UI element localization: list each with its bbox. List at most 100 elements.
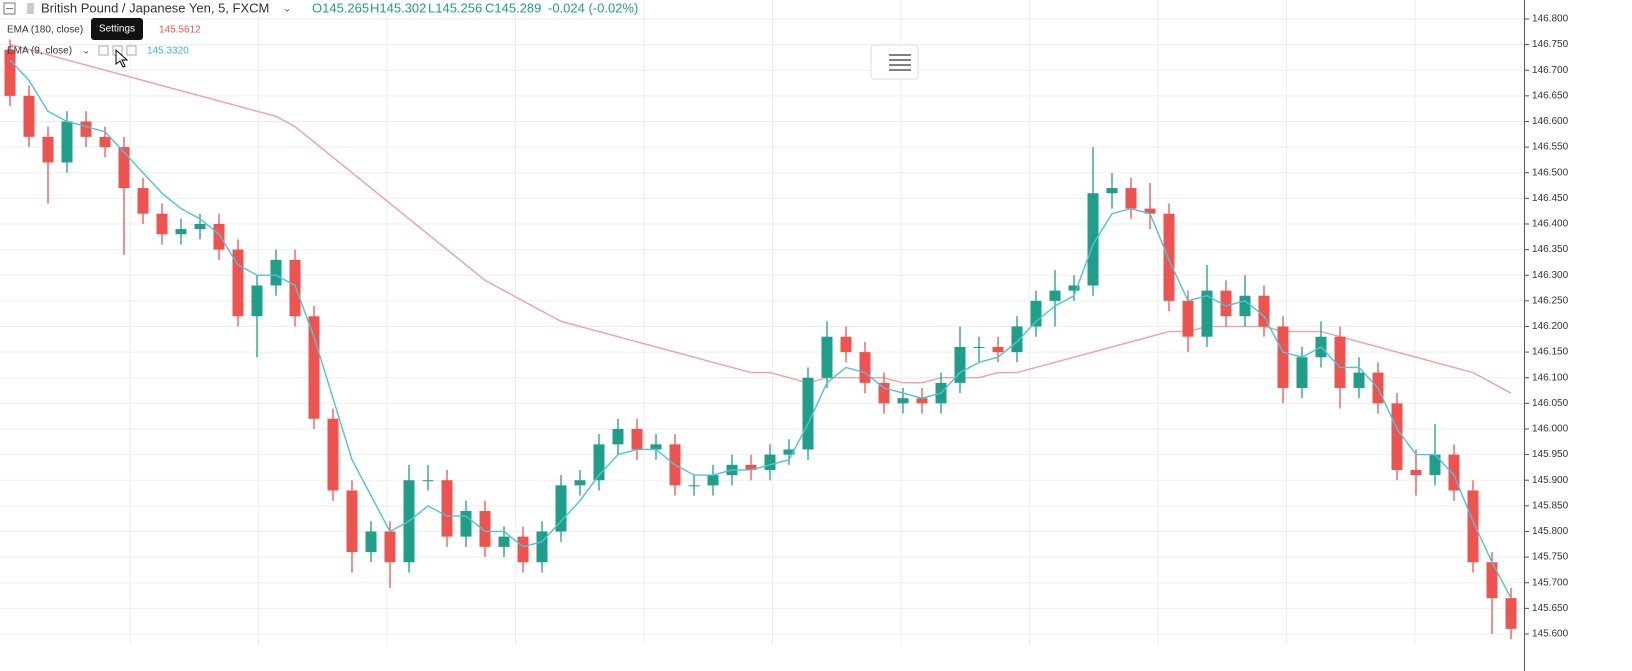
plot — [4, 39, 1517, 640]
candle-body — [175, 229, 187, 235]
y-tick-label: 146.450 — [1532, 193, 1569, 204]
candle-body — [878, 382, 890, 404]
candle-body — [422, 480, 434, 482]
y-tick-label: 146.100 — [1532, 372, 1569, 383]
remove-button[interactable] — [126, 45, 137, 56]
candle-body — [1030, 300, 1042, 327]
candle-body — [688, 485, 700, 487]
candle-body — [916, 398, 928, 404]
y-tick-label: 146.800 — [1532, 14, 1569, 25]
candle-body — [232, 249, 244, 317]
price-axis-labels: 145.600 145.650 145.700 145.750 145.800 145.8… — [1524, 14, 1569, 640]
indicator-dropdown[interactable]: ⌄ — [82, 46, 90, 57]
y-tick-label: 146.350 — [1532, 244, 1569, 255]
candle-body — [631, 428, 643, 450]
candle-body — [992, 346, 1004, 353]
ohlc-high: H145.302 — [370, 0, 426, 15]
ohlc-open: O145.265 — [312, 0, 369, 15]
candle-body — [156, 213, 168, 235]
y-tick-label: 146.650 — [1532, 90, 1569, 101]
candle-body — [441, 480, 453, 537]
candle-body — [479, 510, 491, 547]
indicator-name[interactable]: EMA (180, close) — [7, 25, 83, 36]
candle-body — [99, 136, 111, 148]
y-tick-label: 146.700 — [1532, 65, 1569, 76]
candle-body — [1429, 454, 1441, 476]
candle-body — [327, 418, 339, 491]
candle-body — [137, 188, 149, 214]
ohlc-legend: O145.265 H145.302 L145.256 C145.289 -0.0… — [312, 0, 638, 15]
ohlc-close: C145.289 — [485, 0, 541, 15]
indicator-name[interactable]: EMA (9, close) — [7, 46, 72, 57]
symbol-dropdown[interactable]: ⌄ — [283, 4, 291, 15]
y-tick-label: 145.950 — [1532, 449, 1569, 460]
y-tick-label: 146.150 — [1532, 347, 1569, 358]
candle-body — [118, 147, 130, 189]
candle-body — [42, 136, 54, 163]
candle-body — [1201, 290, 1213, 337]
y-tick-label: 145.700 — [1532, 577, 1569, 588]
y-tick-label: 146.200 — [1532, 321, 1569, 332]
ema-line — [9, 59, 1512, 599]
candle-body — [384, 531, 396, 563]
y-tick-label: 146.550 — [1532, 142, 1569, 153]
cursor — [115, 48, 129, 68]
candle-body — [251, 285, 263, 317]
y-tick-label: 146.600 — [1532, 116, 1569, 127]
y-tick-label: 145.600 — [1532, 629, 1569, 640]
candle-body — [1486, 562, 1498, 599]
candle-body — [745, 464, 757, 470]
candle-body — [650, 444, 662, 450]
tooltip-text: Settings — [99, 24, 135, 35]
tooltip — [91, 18, 143, 40]
time-grid — [129, 0, 1416, 645]
y-tick-label: 146.250 — [1532, 295, 1569, 306]
candle-body — [308, 316, 320, 419]
candle-body — [460, 510, 472, 537]
candle-body — [1334, 336, 1346, 388]
candle-body — [1391, 403, 1403, 470]
candle-body — [1277, 326, 1289, 388]
symbol-title[interactable]: British Pound / Japanese Yen, 5, FXCM — [41, 0, 269, 15]
candle-body — [821, 336, 833, 378]
toolbar-button[interactable] — [870, 44, 919, 80]
y-tick-label: 146.500 — [1532, 167, 1569, 178]
candle-body — [61, 121, 73, 163]
y-tick-label: 145.800 — [1532, 526, 1569, 537]
candle-body — [536, 531, 548, 563]
candle-body — [783, 449, 795, 455]
candle-body — [1220, 290, 1232, 317]
y-tick-label: 146.050 — [1532, 398, 1569, 409]
toolbar-icon — [889, 54, 911, 71]
candle-body — [1258, 295, 1270, 327]
hide-button[interactable] — [98, 45, 109, 56]
candle-body — [973, 346, 985, 348]
collapse-icon[interactable] — [3, 2, 16, 15]
indicator-value: 145.3320 — [147, 46, 189, 57]
candle-body — [498, 536, 510, 547]
candle-body — [707, 475, 719, 486]
candle-body — [270, 259, 282, 286]
candle-body — [574, 480, 586, 486]
y-tick-label: 145.850 — [1532, 500, 1569, 511]
candle-body — [213, 223, 225, 250]
candle-body — [194, 223, 206, 230]
candle-body — [517, 536, 529, 563]
candle-body — [80, 121, 92, 137]
candle-body — [555, 485, 567, 532]
ohlc-low: L145.256 — [428, 0, 482, 15]
candle-body — [764, 454, 776, 470]
candle-body — [1296, 357, 1308, 388]
indicator-value: 145.5612 — [159, 25, 201, 36]
candle-body — [365, 531, 377, 552]
candle-body — [1239, 295, 1251, 317]
ohlc-change: -0.024 (-0.02%) — [548, 0, 638, 15]
y-tick-label: 146.400 — [1532, 219, 1569, 230]
candle-body — [1049, 290, 1061, 301]
price-grid — [0, 18, 1524, 635]
y-tick-label: 145.900 — [1532, 475, 1569, 486]
candle-body — [1011, 326, 1023, 353]
